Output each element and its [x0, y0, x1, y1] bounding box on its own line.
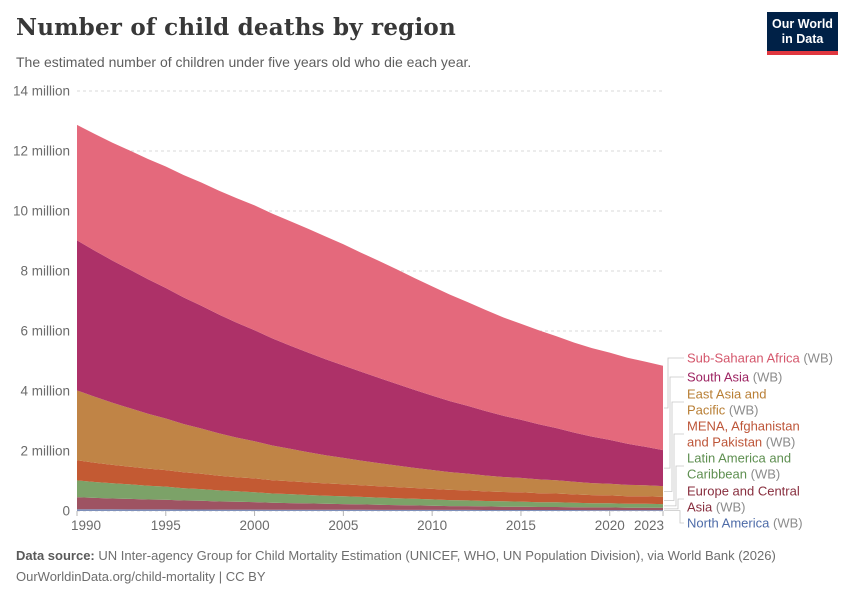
legend-suffix-latin-america-and-caribbean: (WB) — [747, 466, 781, 481]
page-title: Number of child deaths by region — [16, 14, 456, 41]
y-tick-label-6: 6 million — [20, 324, 70, 339]
y-tick-label-14: 14 million — [13, 84, 70, 99]
y-tick-label-0: 0 — [62, 504, 70, 519]
legend-label-mena-afghanistan-and-pakistan-line2: and Pakistan — [687, 434, 763, 449]
legend-suffix-north-america: (WB) — [769, 515, 803, 531]
y-tick-label-4: 4 million — [20, 384, 70, 399]
legend-label-east-asia-and-pacific-line2: Pacific — [687, 402, 726, 417]
y-tick-label-2: 2 million — [20, 444, 70, 459]
license-line: OurWorldinData.org/child-mortality | CC … — [16, 569, 266, 584]
area-latin-america-and-caribbean[interactable] — [77, 480, 663, 508]
legend-label-east-asia-and-pacific-line1: East Asia and — [687, 386, 767, 402]
data-source-text: UN Inter-agency Group for Child Mortalit… — [94, 548, 776, 563]
legend-suffix-east-asia-and-pacific: (WB) — [725, 402, 759, 417]
legend-label-north-america-line1: North America — [687, 515, 770, 531]
legend-connector-latin-america-and-caribbean — [664, 465, 684, 507]
legend-item-south-asia[interactable]: South Asia (WB) — [687, 369, 782, 385]
area-south-asia[interactable] — [77, 240, 663, 487]
area-north-america[interactable] — [77, 509, 663, 511]
legend-label-sub-saharan-africa-line1: Sub-Saharan Africa — [687, 350, 800, 366]
chart-legend: Sub-Saharan Africa (WB) South Asia (WB) Ea… — [687, 0, 849, 600]
page-subtitle: The estimated number of children under f… — [16, 54, 472, 70]
legend-item-east-asia-and-pacific[interactable]: East Asia and Pacific (WB) — [687, 387, 767, 418]
x-tick-label-1990: 1990 — [71, 518, 101, 533]
legend-suffix-mena-afghanistan-and-pakistan: (WB) — [762, 434, 796, 449]
legend-item-mena-afghanistan-and-pakistan[interactable]: MENA, Afghanistan and Pakistan (WB) — [687, 419, 800, 450]
legend-connector-south-asia — [664, 376, 684, 469]
legend-label-latin-america-and-caribbean-line2: Caribbean — [687, 466, 747, 481]
x-tick-label-2000: 2000 — [240, 518, 270, 533]
y-tick-label-12: 12 million — [13, 144, 70, 159]
owid-logo[interactable]: Our World in Data — [767, 12, 838, 55]
legend-suffix-europe-and-central-asia: (WB) — [712, 499, 746, 514]
x-tick-label-2020: 2020 — [595, 518, 625, 533]
legend-connector-europe-and-central-asia — [664, 498, 684, 510]
area-europe-and-central-asia[interactable] — [77, 497, 663, 511]
legend-connector-east-asia-and-pacific — [664, 401, 684, 492]
area-sub-saharan-africa[interactable] — [77, 124, 663, 451]
x-tick-label-2015: 2015 — [506, 518, 536, 533]
legend-suffix-sub-saharan-africa: (WB) — [799, 350, 833, 366]
legend-suffix-south-asia: (WB) — [749, 369, 783, 385]
y-tick-label-8: 8 million — [20, 264, 70, 279]
legend-label-south-asia-line1: South Asia — [687, 369, 750, 385]
legend-connector-sub-saharan-africa — [664, 357, 684, 409]
area-east-asia-and-pacific[interactable] — [77, 390, 663, 497]
x-tick-label-1995: 1995 — [151, 518, 181, 533]
x-tick-label-2005: 2005 — [328, 518, 358, 533]
area-mena-afghanistan-and-pakistan[interactable] — [77, 460, 663, 505]
chart-footer: Data source: UN Inter-agency Group for C… — [16, 545, 834, 587]
x-tick-label-2010: 2010 — [417, 518, 447, 533]
data-source-label: Data source: — [16, 548, 95, 563]
owid-logo-line2: in Data — [781, 32, 824, 46]
legend-item-europe-and-central-asia[interactable]: Europe and Central Asia (WB) — [687, 484, 800, 515]
x-tick-label-2023: 2023 — [634, 518, 664, 533]
legend-label-europe-and-central-asia-line1: Europe and Central — [687, 483, 800, 499]
data-source-line: Data source: UN Inter-agency Group for C… — [16, 545, 834, 566]
legend-label-latin-america-and-caribbean-line1: Latin America and — [687, 450, 792, 466]
legend-item-north-america[interactable]: North America (WB) — [687, 515, 803, 531]
legend-connector-north-america — [664, 510, 684, 524]
legend-label-mena-afghanistan-and-pakistan-line1: MENA, Afghanistan — [687, 418, 800, 434]
owid-logo-line1: Our World — [772, 17, 833, 31]
legend-connector-mena-afghanistan-and-pakistan — [664, 433, 684, 501]
legend-item-sub-saharan-africa[interactable]: Sub-Saharan Africa (WB) — [687, 350, 833, 366]
legend-item-latin-america-and-caribbean[interactable]: Latin America and Caribbean (WB) — [687, 451, 791, 482]
y-tick-label-10: 10 million — [13, 204, 70, 219]
legend-label-europe-and-central-asia-line2: Asia — [687, 499, 713, 514]
